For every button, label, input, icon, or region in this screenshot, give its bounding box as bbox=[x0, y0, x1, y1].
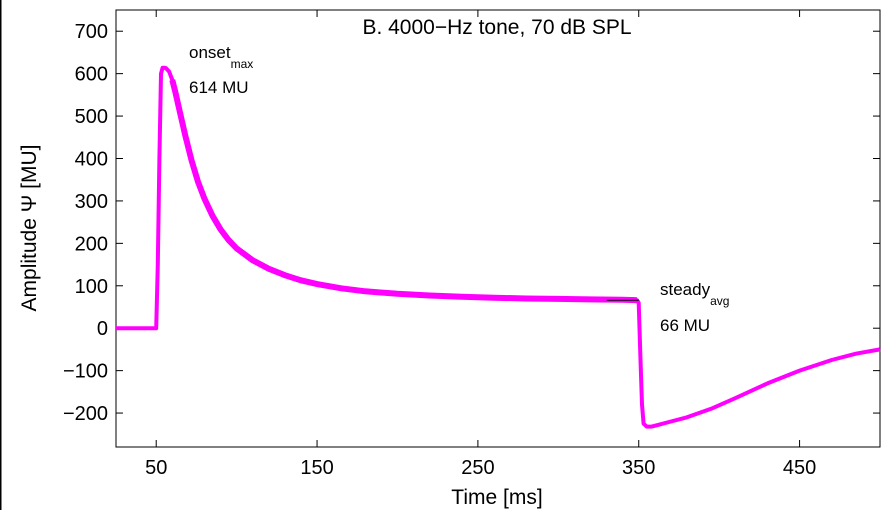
tick-labels: 50 150 250 350 450 −200 −100 0 100 200 300 400 500 60… bbox=[63, 21, 816, 479]
x-tick-label: 50 bbox=[145, 457, 167, 479]
onset-value: 614 MU bbox=[189, 78, 249, 97]
onset-annotation: onsetmax bbox=[189, 43, 253, 71]
y-tick-label: 500 bbox=[75, 106, 108, 128]
x-tick-label: 350 bbox=[622, 457, 655, 479]
y-tick-label: 0 bbox=[97, 318, 108, 340]
y-axis-label: Amplitude Ψ [MU] bbox=[18, 145, 41, 312]
series-ripple-band bbox=[169, 79, 638, 304]
x-tick-label: 250 bbox=[461, 457, 494, 479]
y-tick-label: 100 bbox=[75, 276, 108, 298]
y-tick-label: 400 bbox=[75, 148, 108, 170]
series-line bbox=[116, 65, 881, 429]
x-tick-label: 450 bbox=[783, 457, 816, 479]
steady-annotation: steadyavg bbox=[660, 280, 729, 308]
x-axis-label: Time [ms] bbox=[451, 486, 542, 509]
plot-frame bbox=[115, 9, 881, 448]
x-tick-label: 150 bbox=[300, 457, 333, 479]
y-tick-label: 700 bbox=[75, 21, 108, 43]
y-tick-label: −100 bbox=[63, 361, 108, 383]
left-border bbox=[0, 0, 2, 510]
y-tick-label: 200 bbox=[75, 233, 108, 255]
steady-value: 66 MU bbox=[660, 316, 710, 335]
y-tick-label: 600 bbox=[75, 64, 108, 86]
axis-ticks bbox=[116, 10, 880, 447]
y-tick-label: −200 bbox=[63, 403, 108, 425]
chart-title: B. 4000−Hz tone, 70 dB SPL bbox=[362, 16, 631, 39]
y-tick-label: 300 bbox=[75, 191, 108, 213]
